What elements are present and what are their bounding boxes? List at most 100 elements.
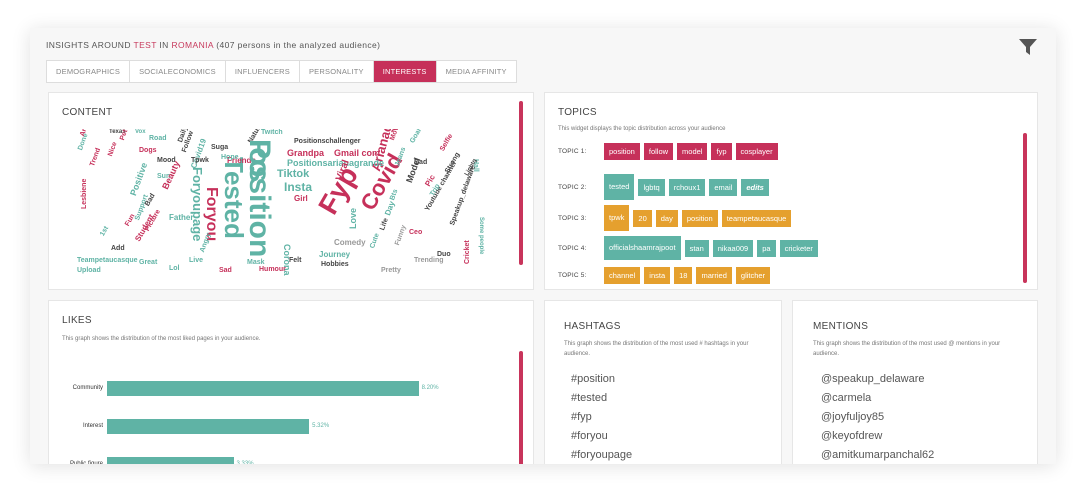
- hashtags-panel: HASHTAGS This graph shows the distributi…: [544, 300, 782, 464]
- topic-label: TOPIC 5:: [558, 272, 587, 279]
- word-cloud-word: Lol: [169, 265, 180, 272]
- topic-term-chip[interactable]: insta: [644, 267, 671, 284]
- hashtags-title: HASHTAGS: [564, 321, 621, 332]
- tab-media-affinity[interactable]: MEDIA AFFINITY: [445, 67, 507, 76]
- topic-label: TOPIC 4:: [558, 244, 587, 252]
- tab-influencers[interactable]: INFLUENCERS: [226, 61, 300, 82]
- likes-description: This graph shows the distribution of the…: [62, 336, 261, 342]
- word-cloud-word: Upload: [77, 267, 101, 274]
- bar-category-label: Community: [72, 385, 103, 391]
- content-scrollbar[interactable]: [519, 101, 523, 265]
- topic-row: TOPIC 3: tpwk 20 day position teampetaucasque: [558, 205, 795, 231]
- word-cloud-word: Sun: [157, 173, 171, 180]
- likes-scrollbar[interactable]: [519, 351, 523, 464]
- word-cloud-word: Trend: [89, 147, 103, 168]
- word-cloud-word: 1st: [99, 225, 111, 238]
- tab-bar: DEMOGRAPHICS SOCIALECONOMICS INFLUENCERS…: [46, 60, 517, 83]
- tab-personality[interactable]: PERSONALITY: [300, 61, 374, 82]
- word-cloud-word: Teampetaucasque: [77, 257, 138, 264]
- topic-term-chip[interactable]: position: [681, 209, 718, 227]
- word-cloud-word: Tiktok: [277, 168, 310, 180]
- word-cloud-word: Road: [149, 135, 167, 142]
- bar[interactable]: [107, 381, 419, 396]
- topic-row: TOPIC 4: officialshaamrajpoot stan nikaa009…: [558, 236, 822, 260]
- word-cloud-word: Ios: [243, 139, 276, 183]
- topic-term-chip[interactable]: model: [677, 143, 708, 160]
- word-cloud-word: Texas: [109, 129, 126, 135]
- mention-item: @joyfuljoy85: [821, 411, 885, 423]
- word-cloud-word: Covid19: [189, 137, 209, 170]
- word-cloud-word: Positionsarianagrande: [287, 158, 385, 168]
- topic-term-chip[interactable]: day: [655, 209, 678, 227]
- topic-term-chip[interactable]: teampetaucasque: [721, 209, 792, 227]
- word-cloud-word: Suga: [211, 144, 229, 151]
- word-cloud-word: Day: [383, 199, 397, 217]
- word-cloud-word: Lesbiene: [81, 178, 88, 209]
- bar[interactable]: [107, 419, 310, 434]
- filter-icon[interactable]: [1018, 37, 1038, 57]
- topic-label: TOPIC 2:: [558, 183, 587, 191]
- title-in: IN: [159, 40, 169, 50]
- topic-term-chip[interactable]: stan: [684, 239, 709, 257]
- topic-term-chip[interactable]: pa: [757, 239, 776, 257]
- tab-interests[interactable]: INTERESTS: [373, 61, 437, 82]
- topic-term-chip[interactable]: follow: [643, 143, 674, 160]
- mention-item: @amitkumarpanchal62: [821, 449, 935, 461]
- word-cloud-word: Trending: [414, 257, 444, 264]
- topic-term-chip[interactable]: cosplayer: [735, 143, 778, 160]
- word-cloud-word: Journey: [319, 250, 351, 259]
- topic-term-chip[interactable]: 18: [674, 267, 693, 284]
- topic-term-chip[interactable]: 20: [633, 209, 652, 227]
- word-cloud-word: Insta: [284, 180, 313, 194]
- word-cloud-word: Hope: [221, 154, 239, 161]
- tab-demographics[interactable]: DEMOGRAPHICS: [47, 61, 131, 82]
- bar-value-label: 3.33%: [236, 461, 254, 464]
- topic-term-chip[interactable]: fyp: [711, 143, 732, 160]
- tab-socialeconomics[interactable]: SOCIALECONOMICS: [130, 61, 226, 82]
- topic-term-chip[interactable]: officialshaamrajpoot: [604, 236, 681, 260]
- topic-term-chip[interactable]: nikaa009: [712, 239, 754, 257]
- mention-item: @carmela: [821, 392, 872, 404]
- topics-scrollbar[interactable]: [1023, 133, 1027, 283]
- word-cloud-word: Dad: [414, 159, 428, 166]
- topic-term-chip[interactable]: cricketer: [779, 239, 818, 257]
- topic-term-chip[interactable]: channel: [604, 267, 641, 284]
- word-cloud-word: Humour: [259, 266, 286, 273]
- topic-term-chip[interactable]: position: [604, 143, 640, 160]
- word-cloud-word: Friends: [227, 156, 256, 165]
- word-cloud-word: Comedy: [334, 238, 366, 247]
- topic-term-chip[interactable]: email: [709, 178, 738, 196]
- word-cloud-word: Mood: [157, 157, 176, 164]
- word-cloud-word: Some people: [478, 217, 484, 255]
- topic-term-chip[interactable]: tested: [604, 174, 635, 200]
- topic-term-chip[interactable]: edits: [741, 178, 769, 196]
- mentions-panel: MENTIONS This graph shows the distributi…: [792, 300, 1038, 464]
- content-title: CONTENT: [62, 107, 113, 118]
- word-cloud-word: Dogs: [139, 147, 157, 154]
- bar-value-label: 8.20%: [421, 385, 439, 391]
- word-cloud-word: Gmail com: [334, 148, 381, 158]
- topic-term-chip[interactable]: lgbtq: [638, 178, 665, 196]
- topic-label: TOPIC 3:: [558, 214, 587, 222]
- title-keyword: TEST: [133, 40, 157, 50]
- content-panel: CONTENT Position Tested Fyp Covid Foryou Fory…: [48, 92, 534, 290]
- hashtag-item: #tested: [571, 392, 608, 404]
- word-cloud-word: Duo: [437, 251, 451, 258]
- word-cloud-word: Hobbies: [321, 261, 349, 268]
- mentions-description: This graph shows the distribution of the…: [813, 341, 1001, 357]
- word-cloud-word: Nice: [107, 141, 119, 158]
- word-cloud-word: Fun: [124, 212, 137, 228]
- topic-term-chip[interactable]: rchoux1: [668, 178, 706, 196]
- topic-term-chip[interactable]: tpwk: [604, 205, 630, 231]
- word-cloud-word: Positionschallenger: [294, 138, 361, 145]
- word-cloud-word: Goal: [409, 129, 423, 145]
- word-cloud-word: Twitch: [261, 129, 283, 136]
- topics-description: This widget displays the topic distribut…: [558, 126, 726, 132]
- title-prefix: INSIGHTS AROUND: [46, 40, 131, 50]
- word-cloud-word: Foryoupage: [190, 167, 205, 242]
- topic-term-chip[interactable]: married: [696, 267, 732, 284]
- likes-title: LIKES: [62, 315, 92, 326]
- bar[interactable]: [107, 457, 234, 464]
- word-cloud-word: Mask: [247, 259, 265, 266]
- topic-term-chip[interactable]: glitcher: [735, 267, 771, 284]
